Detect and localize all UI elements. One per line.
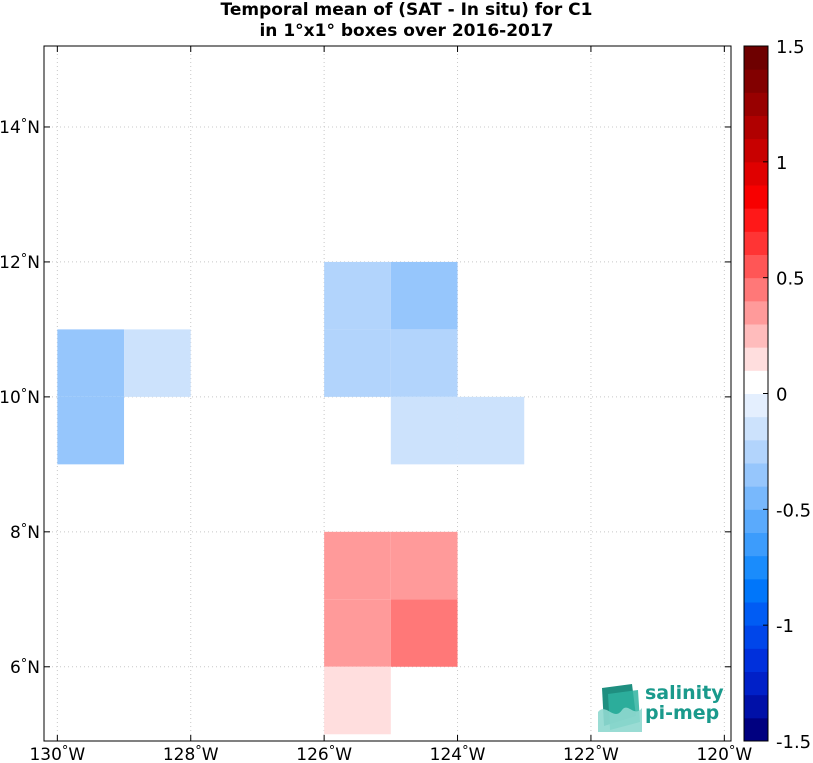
x-tick-label-0: 130°W: [29, 744, 85, 763]
colorbar: 1.5 1 0.5 0 -0.5 -1 -1.5: [743, 37, 811, 753]
colorbar-segment-19: [744, 277, 768, 302]
x-tick-label-4: 122°W: [563, 744, 619, 763]
colorbar-tick-label-5: -1: [776, 616, 794, 637]
x-tick-label-2: 126°W: [296, 744, 352, 763]
colorbar-segment-20: [744, 254, 768, 279]
colorbar-segment-22: [744, 208, 768, 232]
colorbar-segment-17: [744, 324, 768, 348]
x-tick-label-1: 128°W: [163, 744, 219, 763]
colorbar-segment-21: [744, 231, 768, 255]
plot-frame: [43, 45, 732, 742]
colorbar-segment-26: [744, 115, 768, 140]
colorbar-segment-1: [744, 694, 768, 719]
title-line-1: Temporal mean of (SAT - In situ) for C1: [220, 0, 593, 20]
colorbar-segment-7: [744, 555, 768, 580]
colorbar-segment-25: [744, 138, 768, 163]
y-tick-label-3: 12°N: [0, 252, 40, 273]
colorbar-segment-24: [744, 161, 768, 186]
y-tick-label-2: 10°N: [0, 387, 40, 408]
colorbar-segment-0: [744, 717, 768, 742]
y-tick-label-1: 8°N: [10, 522, 40, 543]
colorbar-segment-15: [744, 370, 768, 394]
x-tick-label-3: 124°W: [430, 744, 486, 763]
logo-text-salinity: salinity: [645, 682, 724, 704]
colorbar-segment-14: [744, 393, 768, 418]
heatmap-cell-9: [324, 531, 391, 600]
colorbar-tick-label-1: 1: [776, 153, 787, 174]
colorbar-tick-label-4: -0.5: [776, 500, 811, 521]
heatmap-cell-1: [57, 396, 125, 465]
colorbar-segment-2: [744, 671, 768, 696]
axis-ticks: 130°W 128°W 126°W 124°W 122°W 120°W 6°N 8°N 10°N…: [0, 46, 752, 763]
colorbar-segment-6: [744, 578, 768, 603]
colorbar-segment-5: [744, 602, 768, 626]
heatmap-cell-10: [390, 531, 458, 600]
colorbar-segment-3: [744, 648, 768, 672]
y-tick-label-4: 14°N: [0, 117, 40, 138]
chart-title: Temporal mean of (SAT - In situ) for C1 …: [0, 0, 813, 42]
heatmap-cell-2: [124, 329, 191, 397]
colorbar-segment-9: [744, 509, 768, 533]
colorbar-segment-28: [744, 69, 768, 93]
colorbar-segment-10: [744, 486, 768, 510]
heatmap-cell-3: [324, 261, 391, 330]
colorbar-segment-27: [744, 92, 768, 116]
heatmap-cell-0: [57, 329, 125, 397]
colorbar-tick-label-6: -1.5: [776, 732, 811, 753]
heatmap-cell-12: [390, 599, 458, 667]
title-line-2: in 1°x1° boxes over 2016-2017: [259, 21, 554, 41]
y-tick-label-0: 6°N: [10, 657, 40, 678]
heatmap-cell-6: [390, 329, 458, 397]
colorbar-segment-23: [744, 185, 768, 209]
colorbar-segment-4: [744, 625, 768, 649]
colorbar-segment-11: [744, 463, 768, 487]
colorbar-segment-29: [744, 46, 768, 70]
logo-text-pi-mep: pi-mep: [645, 702, 720, 724]
colorbar-segment-16: [744, 347, 768, 371]
x-tick-label-5: 120°W: [696, 744, 752, 763]
colorbar-tick-label-0: 1.5: [776, 37, 805, 58]
colorbar-segment-8: [744, 532, 768, 557]
grid-lines: [44, 46, 731, 741]
wave-logo-icon: [598, 684, 642, 732]
heatmap-cells: [57, 261, 525, 735]
salinity-pi-mep-logo: salinity pi-mep: [596, 682, 726, 732]
colorbar-segment-12: [744, 439, 768, 464]
heatmap-cell-5: [324, 329, 391, 397]
heatmap-cell-8: [457, 396, 525, 465]
colorbar-tick-label-3: 0: [776, 385, 787, 406]
heatmap-cell-11: [324, 599, 391, 667]
heatmap-cell-7: [390, 396, 458, 465]
colorbar-segment-13: [744, 416, 768, 441]
heatmap-cell-13: [324, 666, 391, 735]
heatmap-cell-4: [390, 261, 458, 330]
colorbar-tick-label-2: 0.5: [776, 269, 805, 290]
colorbar-segment-18: [744, 300, 768, 325]
